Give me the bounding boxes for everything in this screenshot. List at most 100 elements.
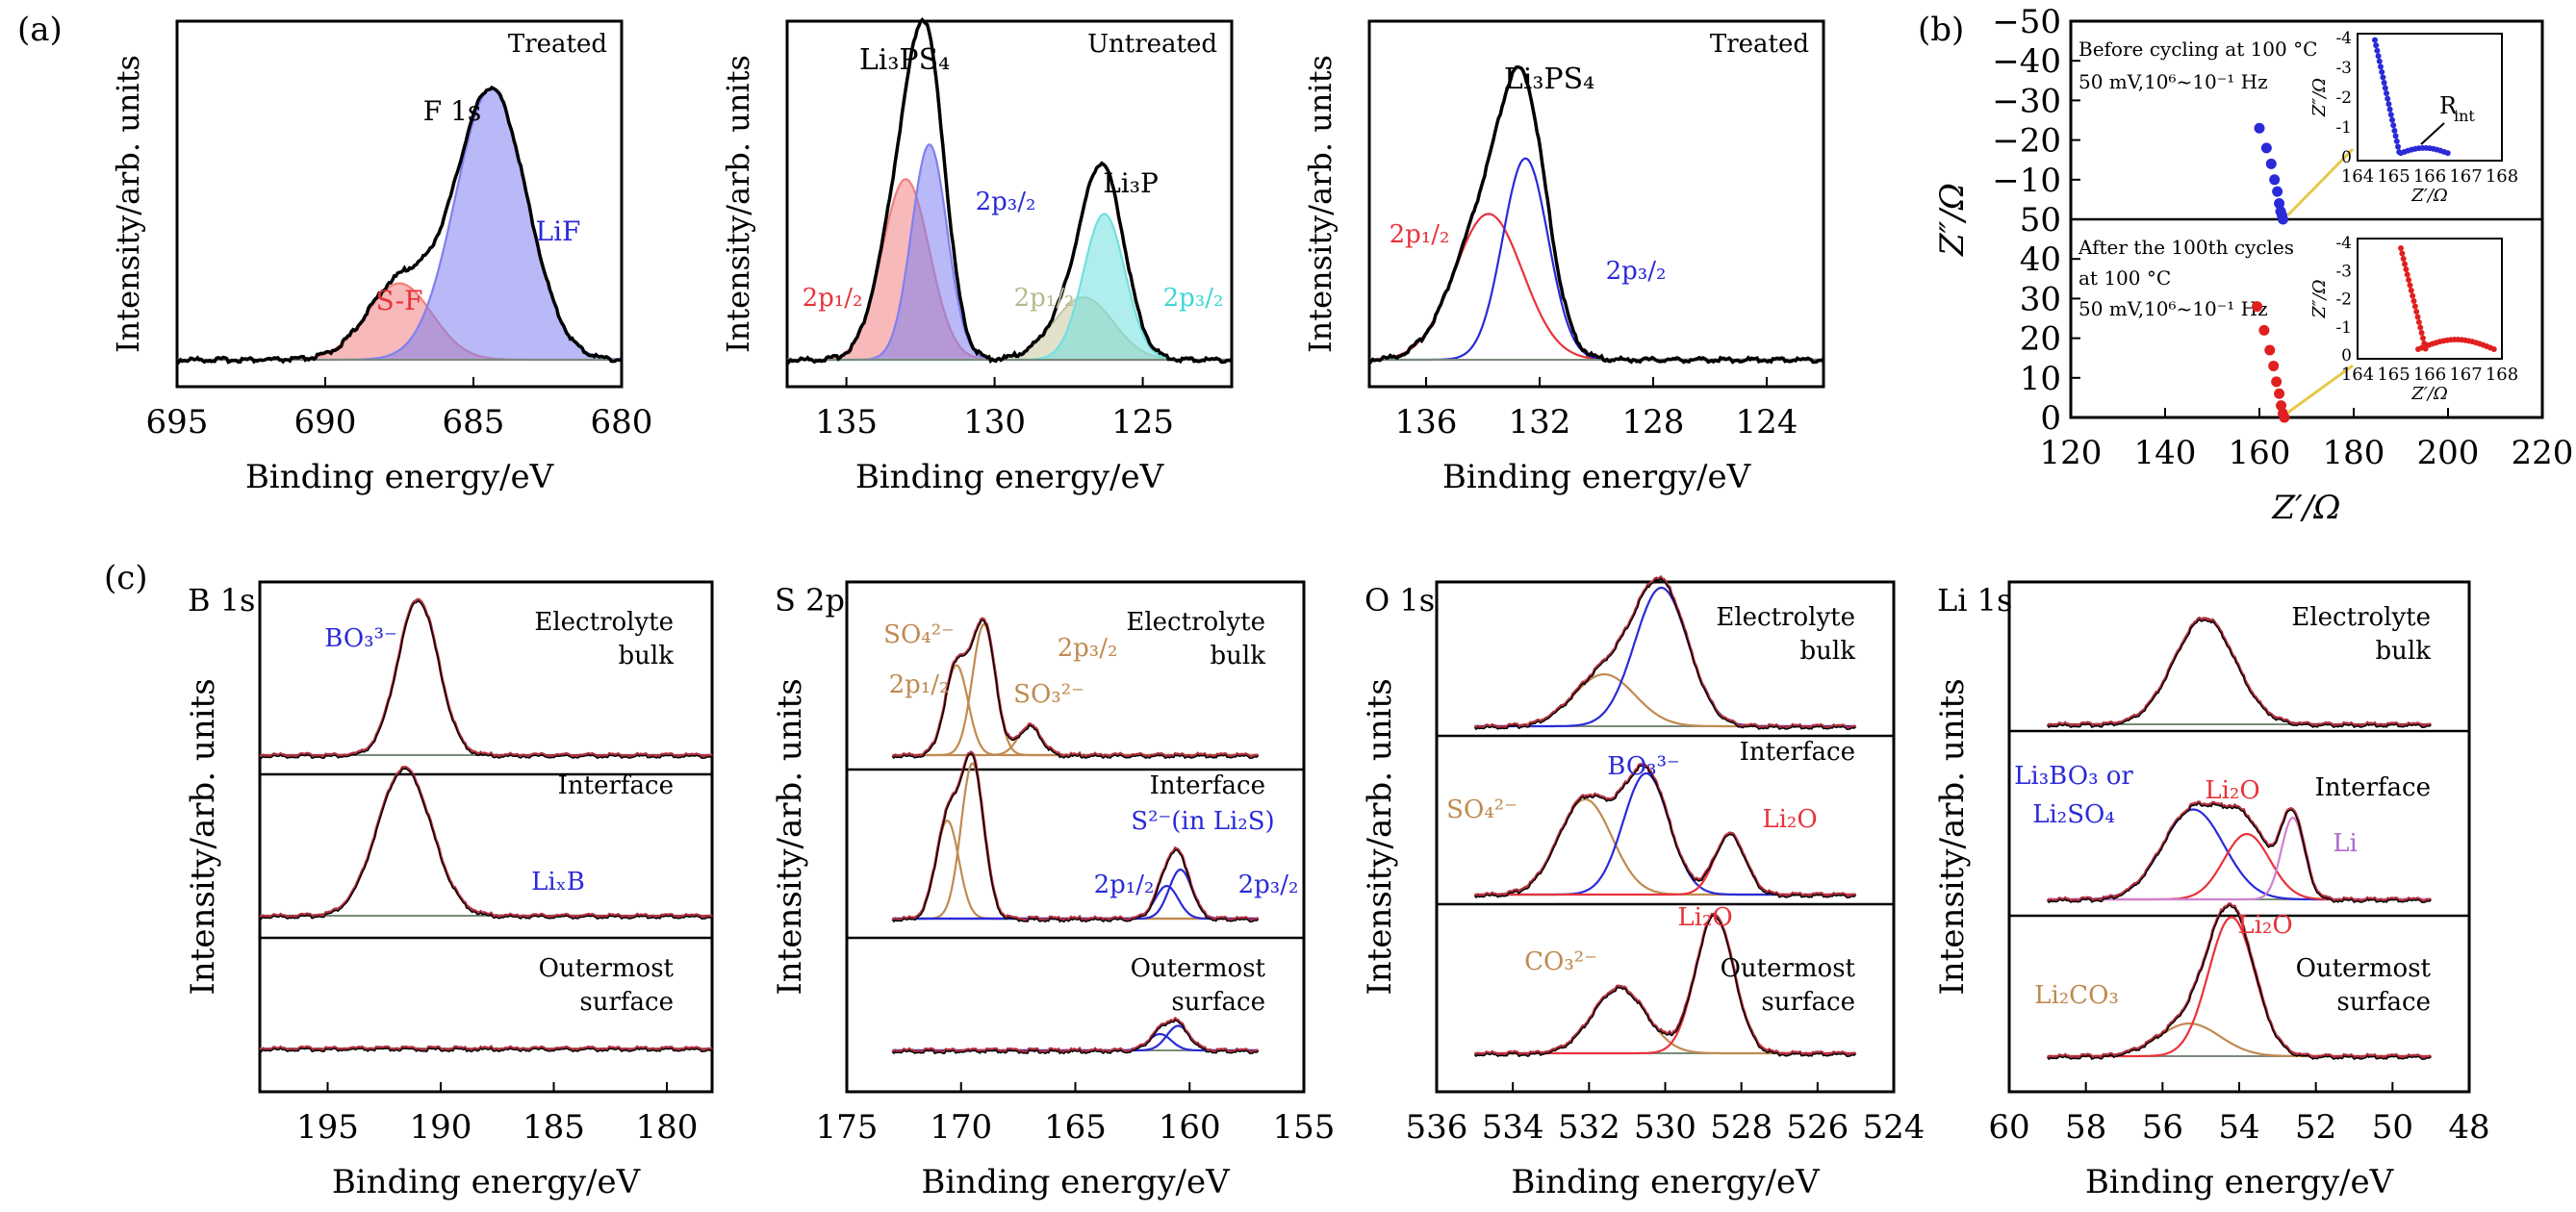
peak-fill xyxy=(177,88,622,361)
plot-group: 695 690 685 680 Binding energy/eV Intensity/a… xyxy=(110,3,2573,1201)
inset-point xyxy=(2378,63,2384,70)
inset-point xyxy=(2490,346,2497,352)
inset-point xyxy=(2395,143,2401,150)
peak-component xyxy=(1369,157,1824,362)
zoom-arrow xyxy=(2286,147,2355,216)
layer-label: surface xyxy=(1761,988,1855,1017)
panel-title: O 1s xyxy=(1365,582,1435,619)
x-tick-label: 135 xyxy=(815,403,878,442)
x-tick-label: 60 xyxy=(1988,1108,2029,1147)
x-tick-label: 160 xyxy=(2229,434,2291,472)
x-tick-label: 50 xyxy=(2372,1108,2413,1147)
envelope-line xyxy=(1367,64,1825,365)
inset-point xyxy=(2407,282,2413,289)
x-axis-label: Binding energy/eV xyxy=(1511,1163,1821,1201)
x-tick-label: 534 xyxy=(1482,1108,1544,1147)
inset-point xyxy=(2398,245,2404,251)
layer-label: Interface xyxy=(1740,738,1855,767)
peak-component xyxy=(2047,1022,2432,1058)
x-tick-label: 695 xyxy=(146,403,209,442)
x-tick-label: 160 xyxy=(1159,1108,1221,1147)
x-tick-label: 536 xyxy=(1406,1108,1468,1147)
x-axis-label: Z′/Ω xyxy=(2272,489,2341,527)
layer-label: Interface xyxy=(1150,771,1265,800)
peak-label: 2p₃/₂ xyxy=(976,188,1036,216)
data-point xyxy=(2274,388,2285,399)
panel-label-b: (b) xyxy=(1918,11,1964,49)
peak-component xyxy=(2047,832,2432,901)
inset-point xyxy=(2408,288,2414,293)
condition-note: at 100 °C xyxy=(2079,266,2171,290)
layer-label: surface xyxy=(1171,988,1265,1017)
x-axis-label: Binding energy/eV xyxy=(332,1163,642,1201)
data-point xyxy=(2260,142,2272,154)
x-axis-label: Binding energy/eV xyxy=(1442,458,1752,496)
x-axis-label: Binding energy/eV xyxy=(2085,1163,2395,1201)
inset-x-tick-label: 167 xyxy=(2449,166,2482,187)
peak-component xyxy=(1474,832,1856,896)
inset-point xyxy=(2419,335,2426,341)
inset-x-tick-label: 164 xyxy=(2341,166,2374,187)
inset-point xyxy=(2402,261,2409,267)
inset-arrow xyxy=(2420,122,2445,145)
peak-label: 2p₃/₂ xyxy=(1238,871,1299,899)
inset-point xyxy=(2381,79,2387,86)
inset-x-tick-label: 166 xyxy=(2413,166,2446,187)
data-point xyxy=(2252,301,2263,313)
y-axis-label: Intensity/arb. units xyxy=(720,55,756,353)
inset-point xyxy=(2399,250,2406,257)
x-tick-label: 190 xyxy=(410,1108,472,1147)
data-point xyxy=(2272,186,2283,197)
layer-label: Electrolyte xyxy=(2291,603,2431,632)
condition-note: After the 100th cycles xyxy=(2078,236,2294,259)
fitted-envelope xyxy=(258,766,713,920)
inset-annotation: R xyxy=(2439,92,2458,119)
panel-title: S 2p xyxy=(775,582,845,619)
y-axis-label: Intensity/arb. units xyxy=(1933,678,1972,995)
peak-component xyxy=(892,724,1259,757)
fitted-envelope xyxy=(2046,616,2433,728)
layer-label: surface xyxy=(2336,988,2431,1017)
layer-label: bulk xyxy=(2376,637,2432,666)
inset-point xyxy=(2413,309,2420,315)
fitted-envelope xyxy=(891,750,1260,923)
data-point xyxy=(2264,344,2276,356)
inset-point xyxy=(2386,106,2393,113)
panel-title: Li 1s xyxy=(1937,582,2012,619)
fitted-envelope xyxy=(1473,912,1857,1057)
peak-label: Li₂O xyxy=(2237,911,2292,940)
inset-y-tick-label: -1 xyxy=(2335,318,2352,338)
layer-label: Outermost xyxy=(1721,954,1856,983)
y-tick-label: −30 xyxy=(1992,82,2061,120)
x-tick-label: 175 xyxy=(816,1108,879,1147)
peak-label: Li₂O xyxy=(2205,776,2259,805)
inset-point xyxy=(2373,42,2380,49)
inset-point xyxy=(2391,127,2398,134)
x-tick-label: 170 xyxy=(930,1108,992,1147)
inset-point xyxy=(2385,95,2391,102)
inset-point xyxy=(2382,85,2388,91)
layer-label: Electrolyte xyxy=(534,608,674,637)
peak-label: 2p₁/₂ xyxy=(803,284,863,313)
layer-label: Outermost xyxy=(2296,954,2432,983)
raw-data-line xyxy=(1474,577,1856,731)
inset-point xyxy=(2415,319,2422,325)
inset-point xyxy=(2404,271,2410,278)
peak-label: SO₄²⁻ xyxy=(883,620,955,649)
inset-x-tick-label: 168 xyxy=(2486,365,2518,385)
peak-label: Li₃BO₃ or xyxy=(2014,762,2133,791)
peak-label: Li₂O xyxy=(1677,903,1732,932)
x-tick-label: 200 xyxy=(2417,434,2480,472)
y-axis-label: Intensity/arb. units xyxy=(110,55,146,353)
peak-label: 2p₃/₂ xyxy=(1058,634,1118,663)
y-tick-label: 30 xyxy=(2020,280,2061,318)
peak-label: 2p₁/₂ xyxy=(1014,284,1075,313)
x-tick-label: 680 xyxy=(591,403,653,442)
plot-frame xyxy=(785,19,1234,389)
peak-component xyxy=(2047,816,2432,901)
inset-y-tick-label: 0 xyxy=(2341,148,2352,167)
inset-point xyxy=(2380,74,2386,81)
y-tick-label: −20 xyxy=(1992,122,2061,161)
y-tick-label: 20 xyxy=(2020,320,2061,359)
x-tick-label: 54 xyxy=(2218,1108,2259,1147)
